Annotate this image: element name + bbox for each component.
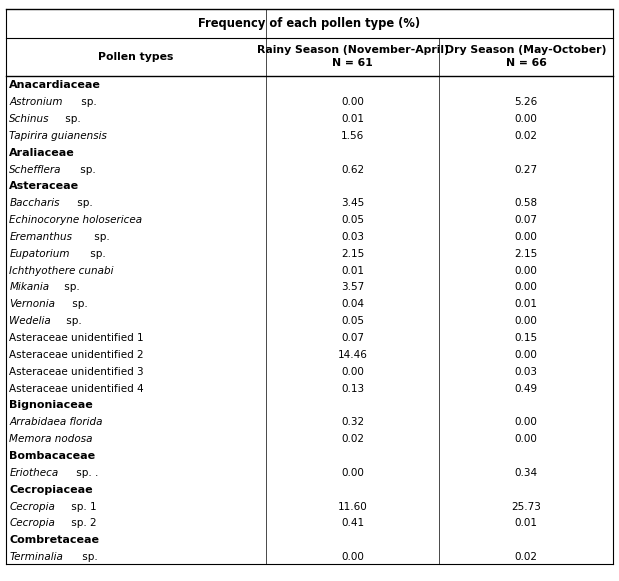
Text: Echinocoryne holosericea: Echinocoryne holosericea: [9, 215, 142, 225]
Text: Asteraceae unidentified 3: Asteraceae unidentified 3: [9, 367, 144, 376]
Text: 0.01: 0.01: [341, 266, 365, 275]
Text: 0.00: 0.00: [342, 97, 364, 107]
Text: 0.07: 0.07: [341, 333, 365, 343]
Text: 0.01: 0.01: [514, 518, 538, 528]
Text: 0.00: 0.00: [515, 232, 537, 242]
Text: sp.: sp.: [79, 552, 98, 562]
Text: 0.00: 0.00: [342, 552, 364, 562]
Text: 0.01: 0.01: [514, 299, 538, 309]
Text: 11.60: 11.60: [338, 501, 368, 511]
Text: 0.34: 0.34: [514, 468, 538, 478]
Text: Frequency of each pollen type (%): Frequency of each pollen type (%): [199, 17, 420, 30]
Text: Pollen types: Pollen types: [98, 52, 174, 62]
Text: Asteraceae unidentified 4: Asteraceae unidentified 4: [9, 383, 144, 393]
Text: 0.00: 0.00: [342, 367, 364, 376]
Text: 0.00: 0.00: [515, 266, 537, 275]
Text: 0.02: 0.02: [341, 434, 365, 444]
Text: N = 66: N = 66: [506, 59, 547, 69]
Text: 0.13: 0.13: [341, 383, 365, 393]
Text: Asteraceae unidentified 2: Asteraceae unidentified 2: [9, 350, 144, 360]
Text: Bombacaceae: Bombacaceae: [9, 451, 95, 461]
Text: 0.07: 0.07: [514, 215, 538, 225]
Text: 0.00: 0.00: [515, 417, 537, 427]
Text: Schinus: Schinus: [9, 114, 50, 124]
Text: Bignoniaceae: Bignoniaceae: [9, 400, 93, 410]
Text: Baccharis: Baccharis: [9, 198, 60, 208]
Text: 0.58: 0.58: [514, 198, 538, 208]
Text: 5.26: 5.26: [514, 97, 538, 107]
Text: 3.45: 3.45: [341, 198, 365, 208]
Text: 2.15: 2.15: [514, 249, 538, 259]
Text: 14.46: 14.46: [338, 350, 368, 360]
Text: Arrabidaea florida: Arrabidaea florida: [9, 417, 103, 427]
Text: 0.00: 0.00: [515, 282, 537, 292]
Text: Eriotheca: Eriotheca: [9, 468, 59, 478]
Text: 3.57: 3.57: [341, 282, 365, 292]
Text: 0.00: 0.00: [515, 114, 537, 124]
Text: Cecropia: Cecropia: [9, 518, 55, 528]
Text: Astronium: Astronium: [9, 97, 63, 107]
Text: 0.01: 0.01: [341, 114, 365, 124]
Text: 0.49: 0.49: [514, 383, 538, 393]
Text: Araliaceae: Araliaceae: [9, 148, 75, 157]
Text: sp.: sp.: [90, 232, 110, 242]
Text: 0.00: 0.00: [515, 350, 537, 360]
Text: Wedelia: Wedelia: [9, 316, 51, 326]
Text: 1.56: 1.56: [341, 131, 365, 141]
Text: Terminalia: Terminalia: [9, 552, 63, 562]
Text: Schefflera: Schefflera: [9, 164, 62, 174]
Text: sp.: sp.: [74, 198, 93, 208]
Text: 0.15: 0.15: [514, 333, 538, 343]
Text: 0.00: 0.00: [515, 434, 537, 444]
Text: Memora nodosa: Memora nodosa: [9, 434, 93, 444]
Text: 0.04: 0.04: [341, 299, 365, 309]
Text: Eupatorium: Eupatorium: [9, 249, 70, 259]
Text: Ichthyothere cunabi: Ichthyothere cunabi: [9, 266, 114, 275]
Text: sp. 1: sp. 1: [69, 501, 97, 511]
Text: Rainy Season (November-April): Rainy Season (November-April): [257, 45, 449, 55]
Text: 0.05: 0.05: [341, 215, 365, 225]
Text: Asteraceae unidentified 1: Asteraceae unidentified 1: [9, 333, 144, 343]
Text: Cecropia: Cecropia: [9, 501, 55, 511]
Text: 25.73: 25.73: [511, 501, 541, 511]
Text: Combretaceae: Combretaceae: [9, 535, 99, 545]
Text: sp.: sp.: [61, 282, 80, 292]
Text: sp.: sp.: [63, 316, 82, 326]
Text: 0.03: 0.03: [514, 367, 538, 376]
Text: 0.32: 0.32: [341, 417, 365, 427]
Text: 0.05: 0.05: [341, 316, 365, 326]
Text: 0.41: 0.41: [341, 518, 365, 528]
Text: Asteraceae: Asteraceae: [9, 181, 79, 191]
Text: 0.00: 0.00: [515, 316, 537, 326]
Text: sp.: sp.: [87, 249, 106, 259]
Text: 2.15: 2.15: [341, 249, 365, 259]
Text: sp. 2: sp. 2: [69, 518, 97, 528]
Text: 0.02: 0.02: [514, 131, 538, 141]
Text: 0.62: 0.62: [341, 164, 365, 174]
Text: Eremanthus: Eremanthus: [9, 232, 72, 242]
Text: sp.: sp.: [77, 164, 96, 174]
Text: N = 61: N = 61: [332, 59, 373, 69]
Text: 0.00: 0.00: [342, 468, 364, 478]
Text: 0.03: 0.03: [341, 232, 365, 242]
Text: 0.27: 0.27: [514, 164, 538, 174]
Text: Anacardiaceae: Anacardiaceae: [9, 80, 101, 90]
Text: sp.: sp.: [69, 299, 87, 309]
Text: sp. .: sp. .: [73, 468, 98, 478]
Text: sp.: sp.: [61, 114, 80, 124]
Text: Dry Season (May-October): Dry Season (May-October): [446, 45, 607, 55]
Text: 0.02: 0.02: [514, 552, 538, 562]
Text: Tapirira guianensis: Tapirira guianensis: [9, 131, 107, 141]
Text: Cecropiaceae: Cecropiaceae: [9, 485, 93, 494]
Text: Mikania: Mikania: [9, 282, 50, 292]
Text: sp.: sp.: [79, 97, 97, 107]
Text: Vernonia: Vernonia: [9, 299, 55, 309]
